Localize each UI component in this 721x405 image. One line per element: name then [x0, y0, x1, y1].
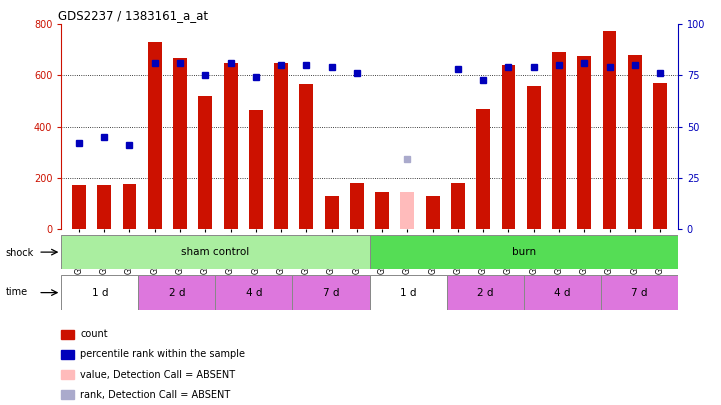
Bar [72, 185, 86, 229]
Bar [578, 56, 591, 229]
Bar [148, 42, 162, 229]
Bar [653, 83, 667, 229]
Bar [274, 63, 288, 229]
Text: 2 d: 2 d [169, 288, 185, 298]
Text: 2 d: 2 d [477, 288, 493, 298]
Bar [61, 235, 370, 269]
Text: count: count [80, 329, 107, 339]
Bar [477, 109, 490, 229]
Bar [628, 55, 642, 229]
Bar [123, 184, 136, 229]
Text: GDS2237 / 1383161_a_at: GDS2237 / 1383161_a_at [58, 9, 208, 22]
Text: 1 d: 1 d [92, 288, 108, 298]
Bar [224, 63, 237, 229]
Bar [97, 185, 111, 229]
Bar [370, 235, 678, 269]
Bar [293, 275, 370, 310]
Bar [216, 275, 293, 310]
Text: 4 d: 4 d [246, 288, 262, 298]
Text: 7 d: 7 d [631, 288, 647, 298]
Text: percentile rank within the sample: percentile rank within the sample [80, 350, 245, 359]
Bar [138, 275, 216, 310]
Bar [552, 52, 566, 229]
Bar [446, 275, 523, 310]
Bar [198, 96, 212, 229]
Bar [523, 275, 601, 310]
Text: value, Detection Call = ABSENT: value, Detection Call = ABSENT [80, 370, 235, 379]
Bar [502, 65, 516, 229]
Text: time: time [6, 288, 28, 297]
Text: shock: shock [6, 248, 34, 258]
Text: 7 d: 7 d [323, 288, 340, 298]
Bar [324, 196, 339, 229]
Bar [350, 183, 364, 229]
Bar [249, 110, 262, 229]
Text: sham control: sham control [181, 247, 249, 257]
Bar [370, 275, 446, 310]
Text: 4 d: 4 d [554, 288, 570, 298]
Text: burn: burn [512, 247, 536, 257]
Bar [425, 196, 440, 229]
Bar [527, 86, 541, 229]
Bar [451, 183, 465, 229]
Bar [61, 275, 138, 310]
Text: 1 d: 1 d [399, 288, 416, 298]
Bar [601, 275, 678, 310]
Bar [299, 84, 314, 229]
Bar [375, 192, 389, 229]
Bar [603, 31, 616, 229]
Text: rank, Detection Call = ABSENT: rank, Detection Call = ABSENT [80, 390, 230, 400]
Bar [400, 192, 415, 229]
Bar [173, 58, 187, 229]
